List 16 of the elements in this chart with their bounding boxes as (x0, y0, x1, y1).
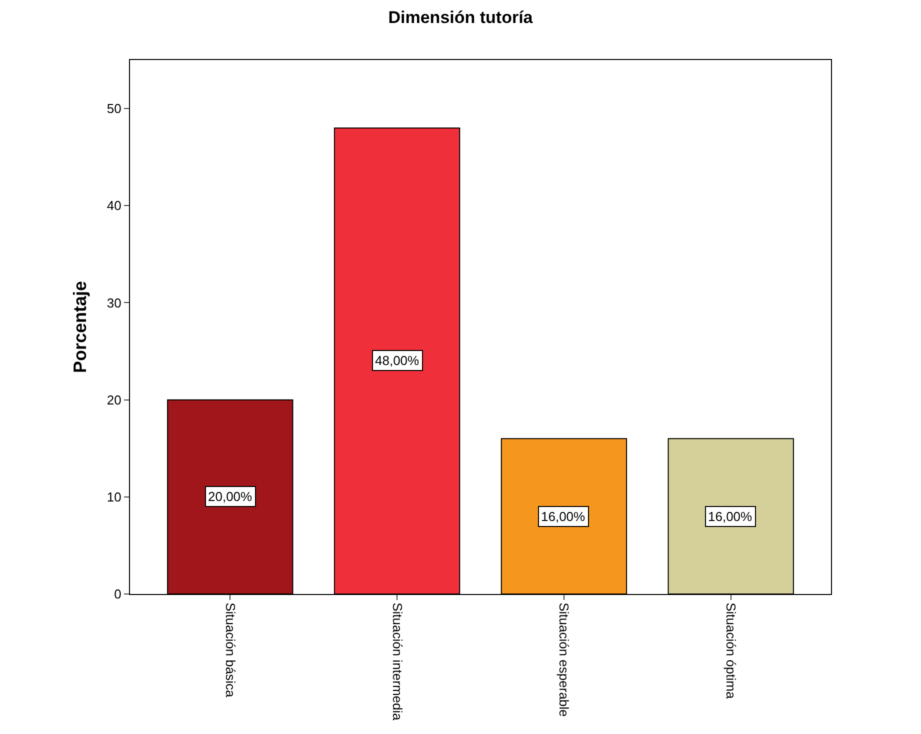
y-tick-label: 40 (106, 198, 122, 214)
data-label: 48,00% (375, 353, 420, 368)
chart-title: Dimensión tutoría (388, 8, 534, 27)
data-label: 16,00% (541, 509, 586, 524)
x-tick-label: Situación intermedia (390, 602, 405, 722)
x-tick-label: Situación esperable (556, 602, 572, 717)
y-tick-label: 0 (114, 586, 122, 602)
y-tick-label: 30 (106, 295, 122, 310)
data-label: 20,00% (208, 489, 253, 504)
y-tick-label: 20 (106, 392, 122, 408)
y-tick-label: 10 (106, 489, 122, 504)
x-tick-label: Situación óptima (724, 602, 739, 700)
data-label: 16,00% (708, 509, 753, 524)
x-tick-label: Situación básica (222, 602, 238, 698)
y-axis-title: Porcentaje (70, 280, 90, 374)
y-tick-label: 50 (106, 101, 122, 116)
